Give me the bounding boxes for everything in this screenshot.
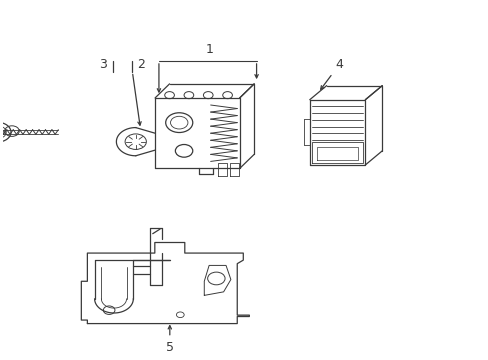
Text: 2: 2 (137, 58, 145, 71)
Text: 1: 1 (205, 42, 213, 56)
Text: 5: 5 (165, 341, 173, 354)
Text: 3: 3 (99, 58, 107, 71)
Text: 4: 4 (334, 58, 342, 71)
